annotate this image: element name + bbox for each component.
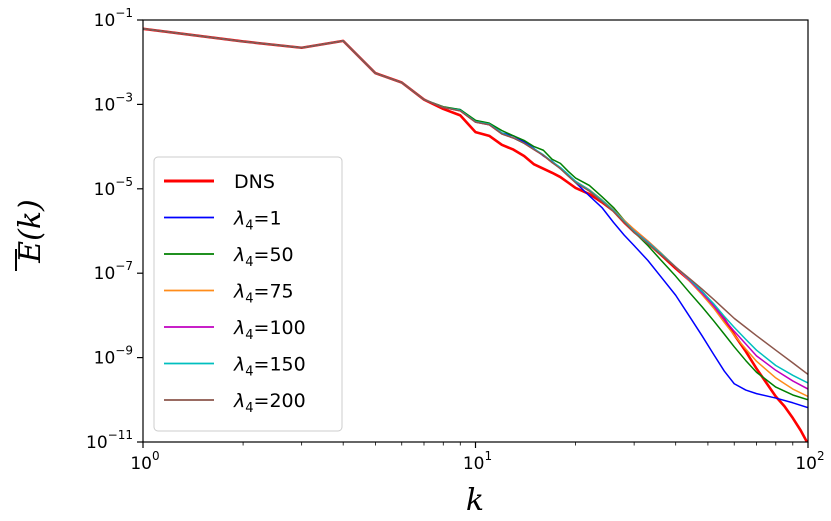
y-tick-label-exponent: −9 <box>115 344 133 358</box>
y-tick-label-base: 10 <box>86 433 108 453</box>
legend-label-lambda4-200: λ4=200 <box>233 390 306 416</box>
y-tick-label-exponent: −5 <box>115 175 133 189</box>
x-tick-label-base: 10 <box>795 454 817 474</box>
legend-label-lambda4-150: λ4=150 <box>233 354 306 380</box>
y-tick-label-base: 10 <box>94 349 116 369</box>
legend-label-subscript: 4 <box>245 328 253 343</box>
legend-label-value: =150 <box>254 354 306 376</box>
legend-label-lambda4-100: λ4=100 <box>233 317 306 343</box>
legend-label-subscript: 4 <box>245 401 253 416</box>
series-line-lambda4-200 <box>143 28 808 376</box>
legend-label-subscript: 4 <box>245 292 253 307</box>
x-axis-label: k <box>466 483 484 518</box>
x-tick-label-base: 10 <box>463 454 485 474</box>
y-tick-label: 10−9 <box>94 344 133 369</box>
y-tick-label-base: 10 <box>94 11 116 31</box>
x-tick-label: 101 <box>463 449 492 474</box>
legend-label-lambda4-1: λ4=1 <box>233 208 282 234</box>
y-axis-label: E(k) <box>13 199 48 264</box>
y-tick-label-exponent: −7 <box>115 259 133 273</box>
legend-label-main: λ <box>233 244 245 266</box>
legend-label-value: =100 <box>254 317 306 339</box>
y-tick-label: 10−5 <box>94 175 133 200</box>
x-tick-label-exponent: 1 <box>485 449 493 463</box>
legend-label-main: λ <box>233 390 245 412</box>
y-tick-label-base: 10 <box>94 180 116 200</box>
legend-label-value: =75 <box>254 281 294 303</box>
y-tick-label-base: 10 <box>94 95 116 115</box>
legend-label-lambda4-50: λ4=50 <box>233 244 294 270</box>
legend-label-subscript: 4 <box>245 255 253 270</box>
x-tick-label: 102 <box>795 449 824 474</box>
legend-label-value: =50 <box>254 244 294 266</box>
legend-box <box>153 156 343 432</box>
y-tick-label: 10−1 <box>94 6 133 31</box>
legend-label-main: λ <box>233 208 245 230</box>
legend-label-main: λ <box>233 281 245 303</box>
legend-label-subscript: 4 <box>245 365 253 380</box>
y-tick-label-base: 10 <box>94 264 116 284</box>
legend-label-main: DNS <box>234 171 275 193</box>
y-tick-label: 10−3 <box>94 90 133 115</box>
series-layer <box>143 27 808 442</box>
legend-label-value: =200 <box>254 390 306 412</box>
legend-label-main: λ <box>233 354 245 376</box>
y-tick-label-exponent: −3 <box>115 90 133 104</box>
legend-label-subscript: 4 <box>245 219 253 234</box>
legend-label-lambda4-75: λ4=75 <box>233 281 294 307</box>
y-tick-label: 10−7 <box>94 259 133 284</box>
legend-label-DNS: DNS <box>234 171 275 193</box>
y-tick-label-exponent: −11 <box>108 428 133 442</box>
y-tick-label-exponent: −1 <box>115 6 133 20</box>
legend-label-value: =1 <box>254 208 282 230</box>
x-tick-label: 100 <box>130 449 159 474</box>
x-tick-label-base: 10 <box>130 454 152 474</box>
y-tick-label: 10−11 <box>86 428 133 453</box>
legend-label-main: λ <box>233 317 245 339</box>
series-line-DNS <box>143 27 808 442</box>
x-tick-label-exponent: 2 <box>817 449 825 463</box>
y-axis-label-group: E(k) <box>13 199 48 271</box>
x-tick-label-exponent: 0 <box>152 449 160 463</box>
